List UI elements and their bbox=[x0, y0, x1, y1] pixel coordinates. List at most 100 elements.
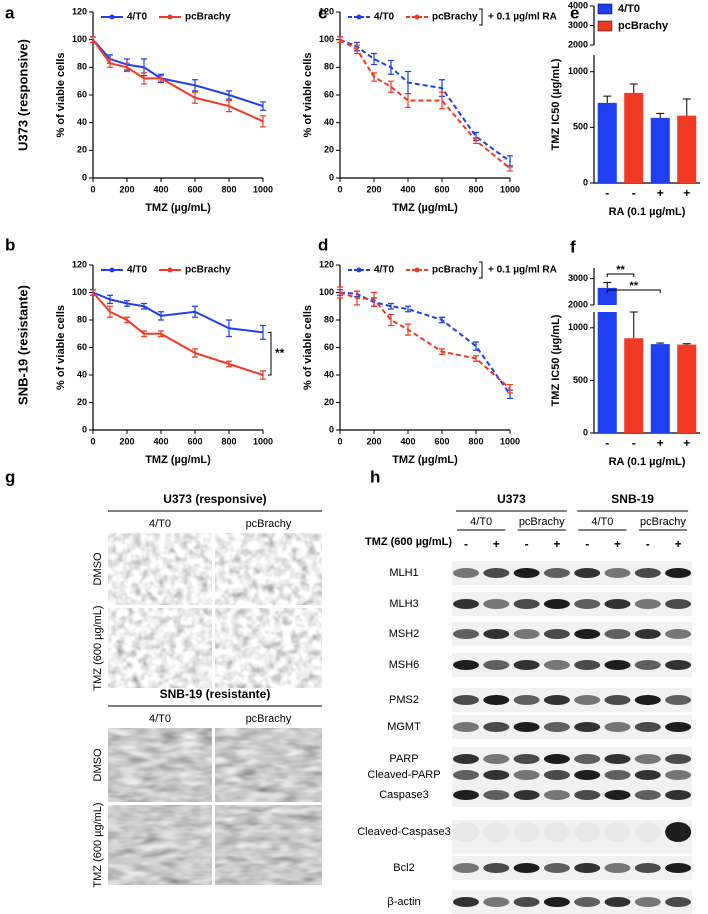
error-bar bbox=[507, 164, 513, 172]
blot-label: MSH2 bbox=[389, 628, 420, 640]
legend-marker bbox=[109, 14, 115, 20]
y-axis-label: % of viable cells bbox=[302, 305, 314, 390]
y-tick-label: 100 bbox=[72, 287, 87, 297]
column-label: pcBrachy bbox=[246, 518, 292, 530]
error-bar bbox=[507, 384, 513, 394]
x-tick-label: 0 bbox=[337, 436, 342, 446]
blot-band bbox=[634, 790, 661, 800]
blot-label: Bcl2 bbox=[393, 862, 414, 874]
blot-label: Caspase3 bbox=[379, 789, 429, 801]
blot-band bbox=[574, 599, 601, 609]
blot-band bbox=[543, 629, 570, 639]
blot-band bbox=[483, 822, 510, 842]
x-tick-label: 600 bbox=[434, 436, 449, 446]
error-bar bbox=[337, 286, 343, 299]
blot-label: Cleaved-Caspase3 bbox=[357, 826, 451, 838]
x-tick-label: 1000 bbox=[500, 436, 520, 446]
blot-band bbox=[604, 770, 631, 780]
block-title: SNB-19 (resistante) bbox=[160, 687, 271, 701]
y-tick-label: 20 bbox=[77, 397, 87, 407]
x-tick-label: - bbox=[632, 186, 636, 200]
bar bbox=[624, 338, 644, 433]
x-tick-label: 400 bbox=[400, 184, 415, 194]
blot-band bbox=[604, 599, 631, 609]
x-tick-label: - bbox=[605, 186, 609, 200]
blot-band bbox=[453, 599, 479, 609]
y-tick-label: 80 bbox=[324, 314, 334, 324]
legend-swatch bbox=[597, 20, 613, 32]
row-label: DMSO bbox=[92, 552, 104, 585]
block-title: U373 (responsive) bbox=[163, 492, 266, 506]
blot-band bbox=[543, 722, 570, 732]
y-axis-label: TMZ IC50 (µg/mL) bbox=[550, 314, 562, 406]
legend-label: 4/T0 bbox=[127, 12, 147, 23]
y-tick-label: 120 bbox=[72, 6, 87, 16]
error-bar bbox=[388, 302, 394, 310]
y-axis-label: % of viable cells bbox=[302, 53, 314, 138]
blot-band bbox=[604, 568, 631, 578]
y-tick-label: 100 bbox=[319, 34, 334, 44]
legend-label: pcBrachy bbox=[432, 265, 478, 276]
error-bar bbox=[192, 348, 198, 358]
micrograph bbox=[215, 728, 322, 802]
error-bar bbox=[337, 36, 343, 44]
error-bar bbox=[603, 282, 612, 288]
x-tick-label: 0 bbox=[90, 184, 95, 194]
blot-band bbox=[453, 770, 479, 780]
legend-label: 4/T0 bbox=[127, 265, 147, 276]
blot-band bbox=[543, 897, 570, 907]
legend-label: 4/T0 bbox=[374, 265, 394, 276]
subgroup-label: pcBrachy bbox=[640, 516, 686, 528]
treatment-sign: + bbox=[493, 537, 500, 551]
error-bar bbox=[90, 36, 96, 44]
treatment-sign: - bbox=[585, 537, 589, 551]
blot-label: MGMT bbox=[387, 721, 421, 733]
group-label: SNB-19 bbox=[611, 492, 654, 506]
blot-label: β-actin bbox=[387, 896, 420, 908]
column-label: 4/T0 bbox=[149, 713, 171, 725]
blot-band bbox=[604, 754, 631, 764]
x-axis-label: TMZ (µg/mL) bbox=[392, 454, 458, 466]
x-axis-label: TMZ (µg/mL) bbox=[145, 202, 211, 214]
blot-label: PMS2 bbox=[389, 694, 419, 706]
error-bar bbox=[388, 80, 394, 93]
blot-band bbox=[574, 695, 601, 705]
blot-band bbox=[665, 822, 692, 842]
error-bar bbox=[405, 323, 411, 336]
y-tick-label: 60 bbox=[324, 342, 334, 352]
micrograph bbox=[215, 805, 322, 885]
y-tick-label: 60 bbox=[324, 89, 334, 99]
y-tick-label: 60 bbox=[77, 89, 87, 99]
blot-band bbox=[665, 629, 692, 639]
x-tick-label: 200 bbox=[366, 436, 381, 446]
subgroup-label: pcBrachy bbox=[519, 516, 565, 528]
x-tick-label: 600 bbox=[187, 184, 202, 194]
blot-band bbox=[453, 897, 479, 907]
x-tick-label: 0 bbox=[90, 436, 95, 446]
bar bbox=[650, 117, 670, 183]
series-line bbox=[339, 38, 511, 163]
error-bar bbox=[124, 62, 130, 73]
axis bbox=[92, 265, 263, 431]
legend-bracket bbox=[479, 261, 483, 279]
y-tick-label: 1000 bbox=[568, 322, 588, 332]
error-bar bbox=[439, 91, 445, 110]
x-tick-label: 200 bbox=[119, 436, 134, 446]
y-tick-label: 3000 bbox=[568, 20, 588, 30]
blot-band bbox=[513, 629, 540, 639]
error-bar bbox=[656, 342, 665, 345]
error-bar bbox=[192, 305, 198, 318]
blot-band bbox=[453, 568, 479, 578]
error-bar bbox=[354, 290, 360, 306]
bar bbox=[597, 287, 617, 433]
x-tick-label: 800 bbox=[468, 436, 483, 446]
x-tick-label: 800 bbox=[221, 436, 236, 446]
blot-band bbox=[634, 660, 661, 670]
series-line bbox=[339, 38, 511, 170]
blot-band bbox=[543, 863, 570, 873]
x-tick-label: 0 bbox=[337, 184, 342, 194]
y-tick-label: 40 bbox=[324, 369, 334, 379]
error-bar bbox=[226, 360, 232, 368]
y-tick-label: 80 bbox=[77, 314, 87, 324]
treatment-sign: + bbox=[553, 537, 560, 551]
